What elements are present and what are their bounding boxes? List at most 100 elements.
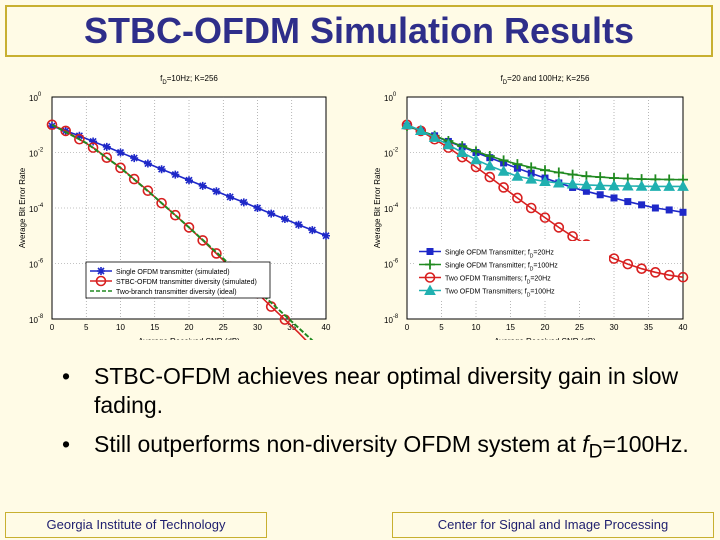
data-point <box>677 271 689 283</box>
data-point <box>102 142 111 151</box>
data-point <box>239 198 248 207</box>
y-axis-label: Average Bit Error Rate <box>18 167 27 248</box>
slide-title: STBC-OFDM Simulation Results <box>83 10 635 51</box>
data-point <box>650 267 661 278</box>
data-point <box>525 173 538 184</box>
data-point <box>226 192 235 201</box>
data-point <box>498 155 509 166</box>
data-point <box>156 197 167 209</box>
footer-left: Georgia Institute of Technology <box>5 512 267 538</box>
chart-title: fD=10Hz; K=256 <box>160 74 218 86</box>
data-point <box>497 165 510 176</box>
data-point <box>128 173 140 185</box>
x-tick-label: 25 <box>219 323 228 332</box>
data-point <box>322 231 330 240</box>
data-point <box>484 150 495 161</box>
x-tick-label: 40 <box>322 323 331 332</box>
x-tick-label: 5 <box>439 323 444 332</box>
legend-label: Single OFDM Transmitter; fD=100Hz <box>445 263 558 273</box>
data-point <box>622 258 634 270</box>
bullet-dot: • <box>62 363 71 389</box>
bullet-list: • STBC-OFDM achieves near optimal divers… <box>62 362 702 477</box>
data-point <box>428 131 441 142</box>
legend-label: Two OFDM Transmitters; fD=100Hz <box>445 289 555 299</box>
y-tick-label: 10-8 <box>29 314 44 325</box>
y-tick-label: 10-4 <box>384 203 399 214</box>
x-tick-label: 30 <box>610 323 619 332</box>
y-axis-label: Average Bit Error Rate <box>373 167 382 248</box>
legend-marker <box>97 267 105 275</box>
data-point <box>142 185 154 197</box>
data-point <box>539 212 551 223</box>
legend-label: Single OFDM Transmitter; fD=20Hz <box>445 250 554 260</box>
data-point <box>484 171 496 183</box>
x-tick-label: 0 <box>50 323 55 332</box>
bullet-italic: f <box>582 431 589 457</box>
data-point <box>624 198 632 206</box>
data-point <box>511 170 524 181</box>
legend-label: Two-branch transmitter diversity (ideal) <box>116 289 237 296</box>
bullet-sub: D <box>588 441 603 463</box>
data-point <box>567 231 578 242</box>
x-axis-label: Average Received SNR (dB) <box>494 337 596 340</box>
chart-left: 0 5 10 15 20 25 30 35 4010010-210-410-610-8fD=10… <box>18 74 331 340</box>
legend-marker <box>426 248 434 255</box>
data-point <box>596 191 604 199</box>
bullet-text: STBC-OFDM achieves near optimal diversit… <box>94 363 679 418</box>
legend-marker <box>425 259 435 270</box>
data-point <box>498 182 509 193</box>
x-tick-label: 10 <box>116 323 125 332</box>
x-tick-label: 5 <box>84 323 89 332</box>
data-point <box>483 159 496 171</box>
x-tick-label: 30 <box>253 323 262 332</box>
data-point <box>115 162 126 174</box>
y-tick-label: 10-4 <box>29 203 44 214</box>
data-point <box>580 178 593 190</box>
x-tick-label: 20 <box>541 323 550 332</box>
y-tick-label: 10-2 <box>384 148 399 159</box>
data-point <box>512 192 523 204</box>
legend-box <box>85 261 271 299</box>
data-point <box>635 180 648 191</box>
bullet-text: Still outperforms non-diversity OFDM sys… <box>94 431 583 457</box>
x-tick-label: 15 <box>150 323 159 332</box>
y-tick-label: 10-8 <box>384 314 399 325</box>
bullet-item-2: • Still outperforms non-diversity OFDM s… <box>62 430 702 467</box>
data-point <box>157 165 166 174</box>
x-tick-label: 10 <box>472 323 481 332</box>
data-point <box>665 206 673 214</box>
bullet-dot: • <box>62 431 71 457</box>
data-point <box>212 187 221 196</box>
x-tick-label: 40 <box>679 323 688 332</box>
data-point <box>171 170 180 179</box>
data-point <box>679 208 687 216</box>
legend-label: Single OFDM transmitter (simulated) <box>116 269 230 276</box>
legend-box <box>415 241 609 299</box>
data-point <box>512 159 523 170</box>
data-point <box>651 204 659 212</box>
x-tick-label: 0 <box>405 323 410 332</box>
data-point <box>143 159 152 168</box>
data-point <box>621 179 634 191</box>
data-point <box>526 162 537 173</box>
series-line <box>51 123 314 340</box>
data-point <box>198 181 207 190</box>
data-point <box>74 133 85 145</box>
title-box: STBC-OFDM Simulation Results <box>5 5 713 57</box>
data-point <box>267 209 276 218</box>
y-tick-label: 10-6 <box>29 259 44 270</box>
bullet-text-after: =100Hz. <box>602 431 689 457</box>
data-point <box>567 169 578 180</box>
bullet-item-1: • STBC-OFDM achieves near optimal divers… <box>62 362 702 420</box>
legend-marker <box>424 284 436 295</box>
data-point <box>552 176 565 188</box>
data-point <box>566 178 579 189</box>
y-tick-label: 100 <box>29 92 42 103</box>
chart-title: fD=20 and 100Hz; K=256 <box>501 74 590 86</box>
data-point <box>649 180 662 191</box>
data-point <box>525 202 537 214</box>
data-point <box>540 165 550 176</box>
data-point <box>46 119 58 131</box>
data-point <box>183 222 195 233</box>
x-tick-label: 25 <box>575 323 584 332</box>
